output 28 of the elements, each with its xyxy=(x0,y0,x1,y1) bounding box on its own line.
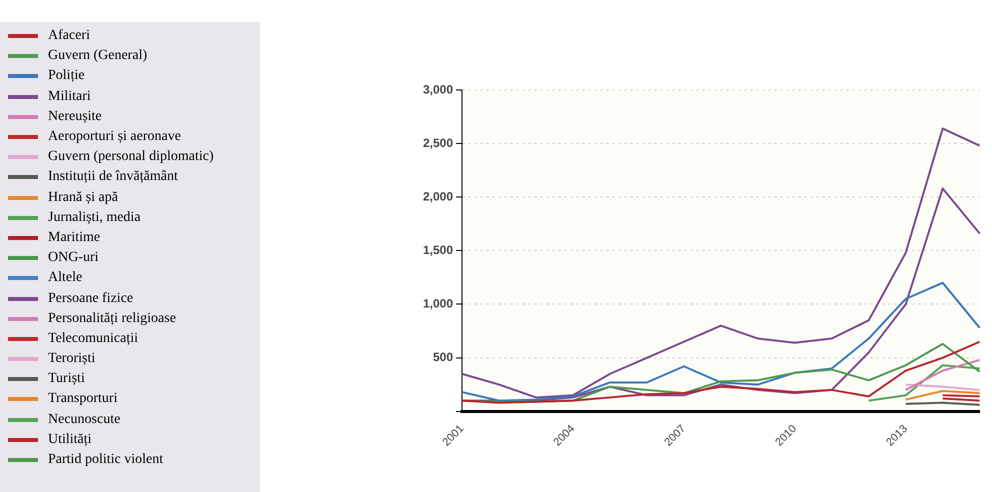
legend-label: Hrană și apă xyxy=(48,190,118,206)
legend-label: Partid politic violent xyxy=(48,452,164,468)
y-tick-label: 2,500 xyxy=(423,136,454,150)
legend-label: Transporturi xyxy=(48,391,118,408)
y-tick-label: 3,000 xyxy=(423,82,454,96)
legend-label: Jurnaliști, media xyxy=(48,210,141,226)
legend-label: Teroriști xyxy=(48,351,96,368)
y-tick-label: 500 xyxy=(433,350,454,364)
legend-label: Turiști xyxy=(48,371,85,388)
y-tick-label: 1,500 xyxy=(423,242,454,257)
legend-label: Afaceri xyxy=(48,28,90,44)
legend-label: Guvern (personal diplomatic) xyxy=(48,149,214,166)
legend-label: Militari xyxy=(48,88,91,105)
legend-label: Instituții de învățământ xyxy=(48,169,178,186)
legend-label: Personalități religioase xyxy=(48,310,176,327)
legend-label: Poliție xyxy=(48,68,85,84)
legend-label: Necunoscute xyxy=(48,412,120,428)
y-tick-label: 2,000 xyxy=(423,189,454,204)
legend-label: Maritime xyxy=(48,230,100,246)
legend-label: Telecomunicații xyxy=(48,330,138,347)
legend-label: ONG-uri xyxy=(48,250,99,266)
legend-label: Persoane fizice xyxy=(48,290,134,307)
legend-label: Guvern (General) xyxy=(48,48,148,64)
legend-label: Utilități xyxy=(48,432,92,448)
legend-label: Aeroporturi și aeronave xyxy=(48,129,181,146)
legend-label: Altele xyxy=(48,270,82,286)
y-tick-label: 1,000 xyxy=(423,296,454,311)
legend-label: Nereușite xyxy=(48,108,102,125)
